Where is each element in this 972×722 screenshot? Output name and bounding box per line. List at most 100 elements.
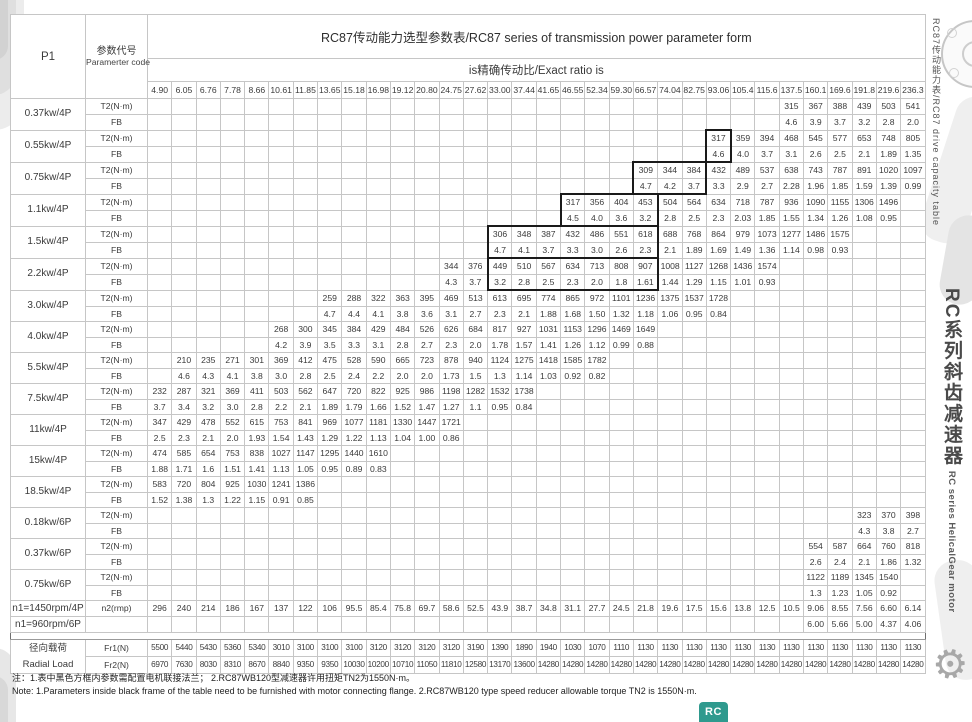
fb-value-cell [317,273,343,291]
t2-value-cell: 804 [195,476,221,493]
t2-value-cell [487,98,513,115]
t2-value-cell [317,129,343,147]
t2-value-cell [681,445,707,462]
fb-value-cell: 3.6 [414,305,440,322]
fb-value-cell: 2.8 [389,336,416,353]
t2-value-cell [754,289,780,307]
t2-value-cell [560,98,586,115]
fb-value-cell [341,584,367,601]
fb-value-cell: 1.43 [292,429,319,446]
t2-value-cell [317,193,343,211]
fb-value-cell [584,491,610,508]
n2-value-cell [195,616,221,633]
fb-value-cell: 1.44 [657,273,683,291]
fb-value-cell [875,460,902,477]
param-label-t2: T2(N·m) [85,98,148,115]
fb-value-cell [317,177,343,195]
fb-value-cell: 2.0 [414,367,440,384]
param-label-t2: T2(N·m) [85,193,148,211]
t2-value-cell: 907 [632,257,659,275]
fb-value-cell [146,273,173,291]
t2-value-cell [171,129,197,147]
fb-value-cell: 1.23 [827,584,853,601]
fb-value-cell: 1.66 [365,398,391,415]
fr1-value-cell: 1070 [584,639,610,657]
fb-value-cell [365,241,391,259]
t2-value-cell: 638 [778,161,805,179]
fb-value-cell [560,398,586,415]
fb-value-cell [171,553,197,570]
row-label-p1: 5.5kw/4P [10,352,86,384]
fr2-value-cell: 14280 [535,656,562,674]
t2-value-cell: 429 [171,414,197,431]
fb-value-cell [292,273,319,291]
fb-value-cell [535,145,562,163]
n2-value-cell: 24.5 [608,600,634,617]
fb-value-cell: 3.7 [827,113,853,131]
fb-value-cell [730,553,756,570]
t2-value-cell: 356 [584,193,610,211]
fb-value-cell [632,460,659,477]
t2-value-cell [657,352,683,369]
t2-value-cell: 1020 [875,161,902,179]
power-row-fb: FB 4.6 4.0 3.7 3.1 2.6 2.5 2.1 1.89 1.35 [11,145,926,163]
t2-value-cell [268,289,294,307]
t2-value-cell [268,569,294,586]
param-label-fb: FB [85,209,148,227]
t2-value-cell: 541 [900,98,926,115]
t2-value-cell [778,289,805,307]
fb-value-cell [292,209,319,227]
t2-value-cell [219,98,246,115]
t2-value-cell [292,129,319,147]
fb-value-cell: 4.3 [195,367,221,384]
fb-value-cell [803,398,829,415]
t2-value-cell [754,321,780,338]
fr1-value-cell: 1130 [730,639,756,657]
t2-value-cell [730,445,756,462]
t2-value-cell: 1738 [511,383,537,400]
t2-value-cell: 1090 [803,193,829,211]
ratio-header-cell: 13.65 [317,81,343,99]
n2-value-cell: 58.6 [438,600,464,617]
fb-value-cell [389,553,416,570]
t2-value-cell [219,161,246,179]
t2-value-cell: 1122 [803,569,829,586]
t2-value-cell: 626 [438,321,464,338]
motor-flange-inner-circle-icon [962,41,972,67]
fb-value-cell [900,460,926,477]
fb-value-cell: 1.3 [195,491,221,508]
fb-value-cell: 3.8 [244,367,270,384]
t2-value-cell: 259 [317,289,343,307]
fb-value-cell [584,553,610,570]
t2-value-cell: 317 [705,129,732,147]
fb-value-cell [705,367,732,384]
power-row-fb: FB 4.5 4.0 3.6 3.2 2.8 2.5 2.3 2.03 1.85 1.55 1.34 1… [11,209,926,227]
n2-value-cell [632,616,659,633]
t2-value-cell [657,414,683,431]
parameter-code-header-cn: 参数代号 [96,45,137,57]
fb-value-cell [268,177,294,195]
fb-value-cell: 1.54 [268,429,294,446]
fb-value-cell [244,273,270,291]
t2-value-cell [146,257,173,275]
t2-value-cell [438,98,464,115]
row-label-p1: 0.55kw/4P [10,129,86,163]
fb-value-cell: 1.08 [851,209,877,227]
power-row-t2: 0.75kw/6P T2(N·m) 1122 1189 1345 1540 [10,569,926,601]
fb-value-cell [681,398,707,415]
t2-value-cell [487,507,513,524]
fb-value-cell [705,113,732,131]
t2-value-cell: 1728 [705,289,732,307]
fb-value-cell [511,113,537,131]
fb-value-cell [681,336,707,353]
t2-value-cell: 484 [389,321,416,338]
t2-value-cell [487,129,513,147]
fr2-value-cell: 14280 [730,656,756,674]
t2-value-cell [803,289,829,307]
t2-value-cell: 513 [462,289,489,307]
n2-value-cell [657,616,683,633]
fb-value-cell: 0.88 [632,336,659,353]
fb-value-cell [608,113,634,131]
fb-value-cell [292,241,319,259]
fb-value-cell: 1.8 [608,273,634,291]
